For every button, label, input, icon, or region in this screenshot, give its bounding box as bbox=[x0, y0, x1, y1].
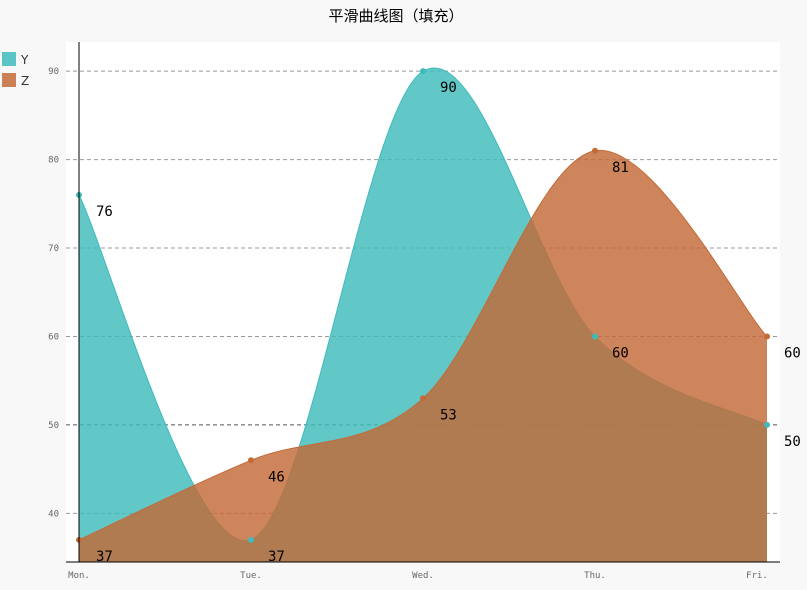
y-tick-label: 80 bbox=[48, 156, 59, 166]
data-label: 90 bbox=[440, 80, 457, 96]
data-point[interactable] bbox=[764, 421, 770, 428]
x-tick-label: Mon. bbox=[68, 571, 90, 581]
y-tick-label: 70 bbox=[48, 244, 59, 254]
x-tick-label: Thu. bbox=[584, 571, 606, 581]
x-tick-label: Tue. bbox=[240, 571, 262, 581]
data-point[interactable] bbox=[764, 333, 770, 340]
legend-label: Z bbox=[21, 74, 29, 88]
y-tick-label: 40 bbox=[48, 509, 59, 519]
axis-labels: 40 50 60 70 80 90 Mon. Tue. Wed. Thu. Fri. bbox=[48, 67, 768, 581]
data-point[interactable] bbox=[248, 457, 254, 464]
data-point[interactable] bbox=[592, 333, 598, 340]
data-point[interactable] bbox=[420, 395, 426, 402]
x-tick-label: Fri. bbox=[746, 571, 768, 581]
legend-swatch bbox=[2, 52, 16, 66]
data-label: 37 bbox=[268, 549, 285, 565]
y-tick-label: 90 bbox=[48, 67, 59, 77]
data-point[interactable] bbox=[420, 68, 426, 75]
y-tick-label: 60 bbox=[48, 332, 59, 342]
chart-title: 平滑曲线图（填充） bbox=[328, 7, 463, 25]
data-label: 46 bbox=[268, 469, 285, 485]
data-label: 81 bbox=[612, 160, 629, 176]
legend-swatch bbox=[2, 73, 16, 87]
x-tick-label: Wed. bbox=[412, 571, 434, 581]
data-label: 60 bbox=[612, 345, 629, 361]
data-label: 37 bbox=[96, 549, 113, 565]
legend-label: Y bbox=[20, 53, 29, 67]
series-area-z bbox=[79, 150, 767, 563]
data-point[interactable] bbox=[248, 536, 254, 543]
data-label: 53 bbox=[440, 407, 457, 423]
data-point[interactable] bbox=[592, 147, 598, 154]
series-line-z bbox=[78, 150, 768, 541]
y-tick-label: 50 bbox=[48, 421, 59, 431]
legend: YZ bbox=[2, 52, 29, 88]
data-label: 50 bbox=[784, 434, 801, 450]
data-label: 60 bbox=[784, 345, 801, 361]
series-group: 76 37 90 60 50 37 46 53 81 60 bbox=[76, 67, 801, 565]
data-label: 76 bbox=[96, 204, 113, 220]
